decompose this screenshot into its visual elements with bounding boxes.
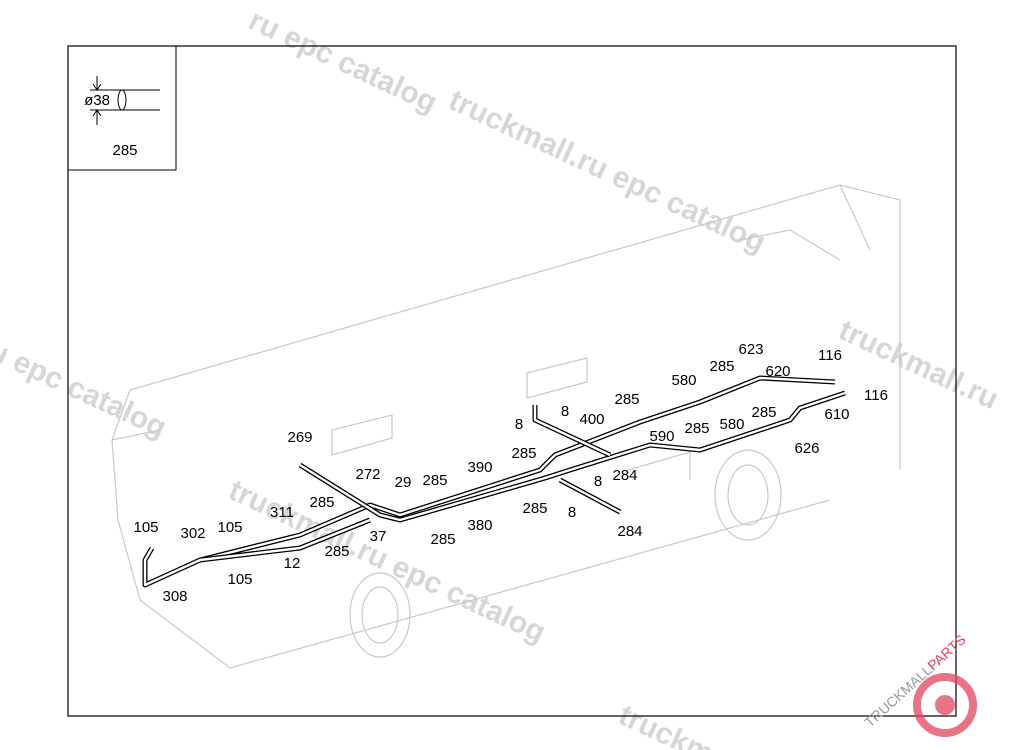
watermark: truckmall: [614, 699, 749, 750]
watermark: truckmall.ru: [834, 314, 1004, 416]
callout: 285: [614, 391, 639, 408]
watermark: truckmall.ru epc catalog: [444, 84, 771, 260]
callout: 105: [227, 571, 252, 588]
callout: 285: [309, 494, 334, 511]
logo: TRUCKMALLPARTS: [861, 631, 977, 737]
callout: 400: [579, 411, 604, 428]
callout: 116: [864, 387, 888, 404]
callout: 12: [284, 555, 301, 572]
callout: 8: [594, 473, 602, 490]
callout: 285: [522, 500, 547, 517]
callout: 8: [561, 403, 569, 420]
callout: 272: [355, 466, 380, 483]
callout: 626: [794, 440, 819, 457]
callouts: 269 272 29 285 311 105 302 105 37 285 12…: [133, 341, 887, 605]
watermark: u epc catalog: [0, 334, 171, 445]
callout: 269: [287, 429, 312, 446]
watermark: ru epc catalog: [244, 4, 442, 120]
callout: 580: [719, 416, 744, 433]
bus-outline: [111, 184, 901, 669]
callout: 116: [818, 347, 842, 364]
inset-label: 285: [112, 142, 137, 159]
inset-border: [68, 46, 177, 171]
callout: 285: [422, 472, 447, 489]
callout: 285: [684, 420, 709, 437]
pipes: [142, 375, 846, 588]
callout: 623: [738, 341, 763, 358]
callout: 284: [617, 523, 642, 540]
callout: 580: [671, 372, 696, 389]
watermark: truckmall.ru epc catalog: [224, 474, 551, 650]
callout: 105: [217, 519, 242, 536]
callout: 620: [765, 363, 790, 380]
inset: ø38 285: [68, 46, 177, 171]
callout: 308: [162, 588, 187, 605]
watermarks: ru epc catalog truckmall.ru epc catalog …: [0, 4, 1003, 750]
callout: 302: [180, 525, 205, 542]
logo-part: PARTS: [924, 631, 968, 673]
frame: [67, 45, 957, 717]
callout: 610: [824, 406, 849, 423]
callout: 285: [751, 404, 776, 421]
callout: 29: [395, 474, 412, 491]
callout: 285: [430, 531, 455, 548]
callout: 8: [568, 504, 576, 521]
callout: 284: [612, 467, 637, 484]
callout: 590: [649, 428, 674, 445]
callout: 285: [511, 445, 536, 462]
callout: 285: [324, 543, 349, 560]
callout: 311: [270, 504, 294, 521]
callout: 285: [709, 358, 734, 375]
callout: 37: [370, 528, 387, 545]
callout: 105: [133, 519, 158, 536]
callout: 390: [467, 459, 492, 476]
callout: 380: [467, 517, 492, 534]
callout: 8: [515, 416, 523, 433]
inset-diameter: ø38: [84, 92, 110, 109]
